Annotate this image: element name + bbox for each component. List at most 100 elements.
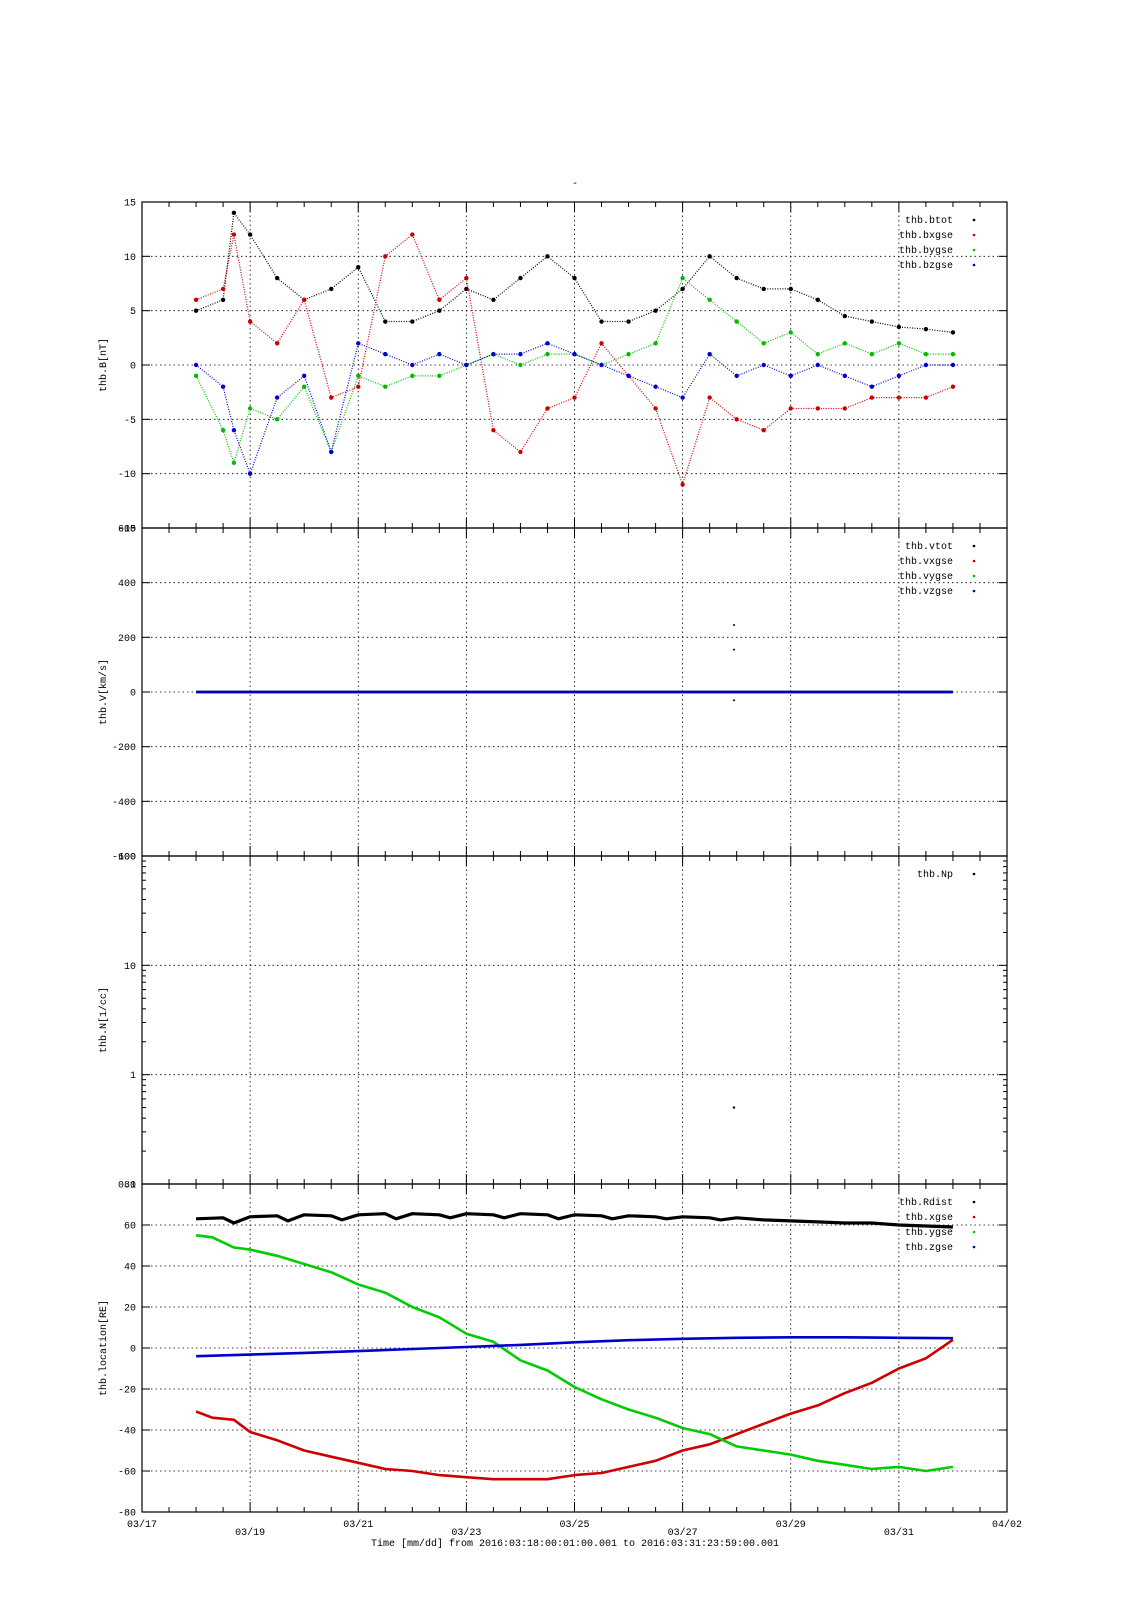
ytick-label: 100 [118, 853, 136, 864]
plot-frame [141, 1183, 1008, 1513]
legend-marker [972, 574, 976, 578]
legend: thb.Rdist thb.xgse thb.ygse thb.zgse [899, 1197, 976, 1254]
data-point [950, 362, 956, 368]
ytick-label: 5 [130, 307, 136, 318]
data-point [464, 286, 469, 292]
plot-frame [141, 855, 1008, 1185]
data-point [815, 406, 820, 411]
data-point [572, 351, 577, 357]
legend-marker [972, 1230, 976, 1234]
ytick-label: 400 [118, 579, 136, 590]
data-point [356, 341, 361, 346]
data-point [680, 482, 685, 487]
data-point [707, 297, 712, 302]
ytick-label: 0 [130, 1345, 136, 1356]
data-point [231, 232, 237, 237]
data-point [247, 471, 253, 476]
data-point [950, 330, 956, 335]
data-point [707, 395, 712, 400]
data-point [626, 373, 631, 379]
data-point [653, 406, 658, 411]
series-line-thb-zgse [196, 1336, 953, 1358]
data-point [761, 341, 766, 346]
ytick-label: 600 [118, 525, 136, 536]
data-point [220, 286, 226, 292]
data-point [842, 313, 848, 319]
data-point [518, 275, 523, 281]
data-point [301, 297, 307, 302]
data-point [653, 384, 658, 389]
legend: thb.Np [917, 869, 976, 881]
legend-marker [972, 233, 976, 237]
legend-marker [972, 1200, 976, 1204]
data-point [923, 362, 929, 368]
data-point [680, 395, 685, 400]
data-point [410, 232, 415, 237]
data-point [599, 319, 604, 324]
xtick-label: 03/23 [451, 1527, 481, 1539]
panel-4: 80 60 40 20 0 -20 -40 -60 -80 thb.location[RE] thb… [98, 1181, 1008, 1520]
data-point [572, 395, 577, 400]
data-point [842, 373, 848, 379]
panels-group: 151050-5-10-15thb.B[nT]thb.btotthb.bxgse… [98, 199, 1008, 1520]
ytick-label: 1 [130, 1071, 136, 1082]
data-point [788, 330, 793, 335]
data-point [329, 286, 334, 292]
series-trace-thb-bzgse [195, 342, 953, 476]
data-point [869, 384, 875, 389]
series-trace-thb-bxgse [195, 233, 954, 487]
plot-area [193, 210, 956, 487]
data-point [301, 384, 307, 389]
data-point [680, 286, 685, 292]
legend-marker [972, 1245, 976, 1249]
data-point [788, 373, 793, 379]
panel-2: 600 400 200 0 -200 -400 -600 thb.V[km/s] thb.vto… [98, 525, 1008, 864]
data-point [437, 308, 442, 313]
time-axis-label: Time [mm/dd] from 2016:03:18:00:01:00.00… [371, 1538, 779, 1550]
data-point [491, 428, 496, 433]
data-point [329, 449, 334, 455]
data-point [896, 373, 902, 379]
data-point [356, 373, 361, 379]
data-point [626, 319, 631, 324]
ytick-label: 0 [130, 689, 136, 700]
outlier-point [732, 624, 735, 627]
data-point [815, 362, 820, 368]
data-point [383, 351, 388, 357]
ytick-label: 40 [124, 1263, 136, 1274]
data-point [247, 232, 253, 237]
ytick-label: 80 [124, 1181, 136, 1192]
legend-label: thb.vxgse [899, 556, 953, 568]
legend-marker [972, 544, 976, 548]
legend-marker [972, 559, 976, 563]
data-point [734, 417, 739, 422]
outlier-point [732, 699, 735, 702]
ytick-label: -200 [112, 743, 136, 754]
data-point [437, 373, 442, 379]
ytick-label: 0.1 [118, 1181, 136, 1192]
legend-label: thb.vtot [905, 541, 953, 553]
legend-label: thb.zgse [905, 1242, 953, 1254]
ytick-label: 10 [124, 253, 136, 264]
data-point [761, 362, 766, 368]
legend-label: thb.ygse [905, 1227, 953, 1239]
data-point [410, 362, 415, 368]
data-point [732, 1106, 736, 1109]
legend-marker [972, 218, 976, 222]
data-point [383, 319, 388, 324]
data-point [653, 341, 658, 346]
legend-label: thb.vzgse [899, 586, 953, 598]
legend-label: thb.xgse [905, 1212, 953, 1224]
data-point [788, 406, 793, 411]
data-point [356, 384, 361, 389]
y-axis-label: thb.location[RE] [98, 1300, 110, 1396]
data-point [437, 351, 442, 357]
series-line-thb-xgse [195, 1338, 954, 1481]
legend-marker [972, 589, 976, 593]
data-point [220, 384, 226, 389]
data-point [842, 406, 848, 411]
data-point [410, 373, 415, 379]
data-point [761, 286, 766, 292]
ytick-label: 20 [124, 1304, 136, 1315]
data-point [274, 275, 280, 281]
